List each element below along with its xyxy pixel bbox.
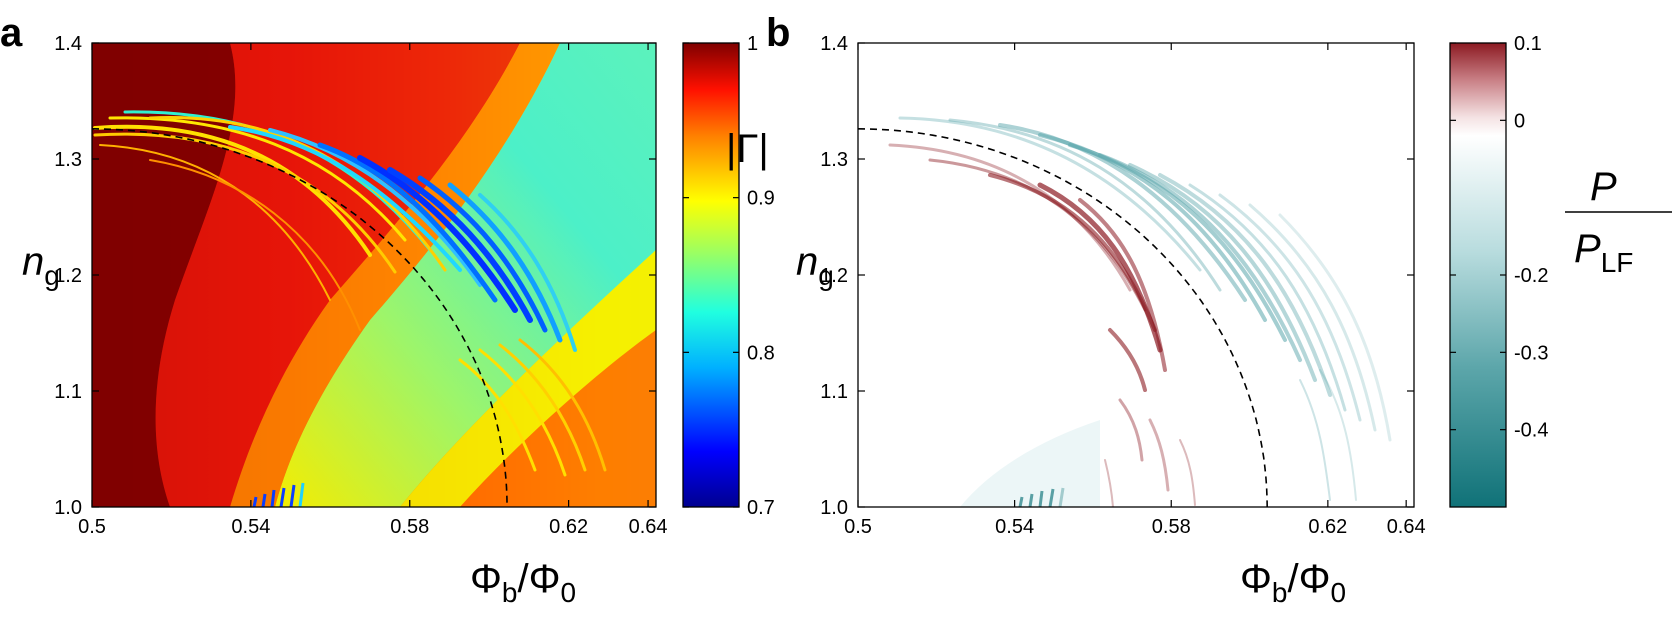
y-tick-label: 1.4: [54, 33, 82, 55]
y-tick-label: 1.2: [54, 265, 82, 287]
panel-b-ylabel-main: n: [796, 240, 818, 284]
y-tick-label: 1.3: [820, 149, 848, 171]
panel-b-xlabel-main: Φ: [1240, 557, 1272, 601]
colorbar-tick-label: -0.3: [1514, 342, 1548, 364]
x-tick-label: 0.54: [231, 516, 270, 538]
panel-a-resonance-arcs: [93, 110, 607, 477]
colorbar-tick-label: 0: [1514, 110, 1525, 132]
panel-b-xlabel-sub2: 0: [1331, 577, 1347, 608]
panel-a-xlabel-slash: /Φ: [518, 557, 561, 601]
panel-b-teal-arcs: [898, 116, 1392, 501]
panel-a-xlabel-sub1: b: [502, 577, 518, 608]
panel-b-ylabel: ng: [796, 240, 834, 291]
panel-b-xlabel-sub1: b: [1272, 577, 1288, 608]
panel-a-dark-region: [92, 43, 236, 507]
panel-b-xlabel-slash: /Φ: [1288, 557, 1331, 601]
panel-a-right-orange: [460, 330, 656, 507]
panel-b-dashed-curve: [858, 128, 1268, 507]
x-tick-label: 0.54: [995, 516, 1034, 538]
panel-a-ticks: 0.5 0.54 0.58 0.62 0.64 1.0 1.1 1.2 1.3 1.4: [54, 33, 667, 538]
x-tick-label: 0.5: [78, 516, 106, 538]
panel-a-ylabel-sub: g: [44, 260, 60, 291]
panel-b: b: [766, 11, 1672, 608]
panel-b-colorbar-denominator-main: P: [1574, 227, 1601, 271]
panel-a-colorbar: [682, 42, 740, 508]
x-tick-label: 0.64: [1387, 516, 1426, 538]
panel-a-heatmap: [92, 43, 656, 507]
colorbar-tick-label: -0.2: [1514, 265, 1548, 287]
panel-a-diagonal-band: [275, 43, 656, 507]
panel-b-bottom-fringes: [1018, 487, 1065, 507]
colorbar-tick-label: 1: [747, 33, 758, 55]
x-tick-label: 0.58: [390, 516, 429, 538]
x-tick-label: 0.62: [1308, 516, 1347, 538]
panel-a-xlabel-sub2: 0: [561, 577, 577, 608]
panel-a-ylabel-main: n: [22, 240, 44, 284]
panel-a-red-zone: [155, 43, 520, 507]
panel-b-colorbar-ticks: -0.4 -0.3 -0.2 0 0.1: [1450, 33, 1548, 442]
x-tick-label: 0.58: [1152, 516, 1191, 538]
colorbar-tick-label: -0.4: [1514, 420, 1548, 442]
colorbar-tick-label: 0.9: [747, 188, 775, 210]
y-tick-label: 1.3: [54, 149, 82, 171]
y-tick-label: 1.4: [820, 33, 848, 55]
panel-b-label: b: [766, 11, 790, 55]
panel-a-colorbar-label: |Γ|: [726, 127, 769, 171]
panel-a-xlabel: Φb/Φ0: [470, 557, 576, 608]
panel-a-label: a: [0, 11, 23, 55]
panel-b-colorbar-denominator: PLF: [1574, 227, 1633, 278]
colorbar-tick-label: 0.7: [747, 497, 775, 519]
y-tick-label: 1.0: [54, 497, 82, 519]
panel-b-red-arcs: [888, 143, 1196, 507]
y-tick-label: 1.2: [820, 265, 848, 287]
panel-a-bottom-fringes: [252, 482, 305, 507]
panel-a-xlabel-main: Φ: [470, 557, 502, 601]
panel-a-orange-zone: [230, 43, 560, 507]
panel-a-ylabel: ng: [22, 240, 60, 291]
panel-a: a: [0, 11, 775, 608]
panel-a-colorbar-ticks: 0.7 0.8 0.9 1: [683, 33, 775, 519]
panel-b-colorbar-label: P PLF: [1565, 165, 1672, 278]
panel-b-colorbar-denominator-sub: LF: [1601, 247, 1634, 278]
x-tick-label: 0.64: [629, 516, 668, 538]
colorbar-tick-label: 0.1: [1514, 33, 1542, 55]
panel-b-ylabel-sub: g: [818, 260, 834, 291]
panel-b-heatmap: [858, 43, 1414, 507]
panel-b-ticks: 0.5 0.54 0.58 0.62 0.64 1.0 1.1 1.2 1.3 1.4: [820, 33, 1425, 538]
panel-b-colorbar-numerator: P: [1590, 165, 1617, 209]
panel-b-bottom-teal-patch: [960, 420, 1100, 507]
y-tick-label: 1.1: [54, 381, 82, 403]
x-tick-label: 0.5: [844, 516, 872, 538]
panel-a-band-edge: [400, 250, 656, 507]
colorbar-tick-label: 0.8: [747, 342, 775, 364]
y-tick-label: 1.1: [820, 381, 848, 403]
x-tick-label: 0.62: [549, 516, 588, 538]
panel-b-colorbar: [1449, 42, 1507, 508]
panel-a-dashed-curve: [92, 128, 508, 507]
panel-b-xlabel: Φb/Φ0: [1240, 557, 1346, 608]
y-tick-label: 1.0: [820, 497, 848, 519]
